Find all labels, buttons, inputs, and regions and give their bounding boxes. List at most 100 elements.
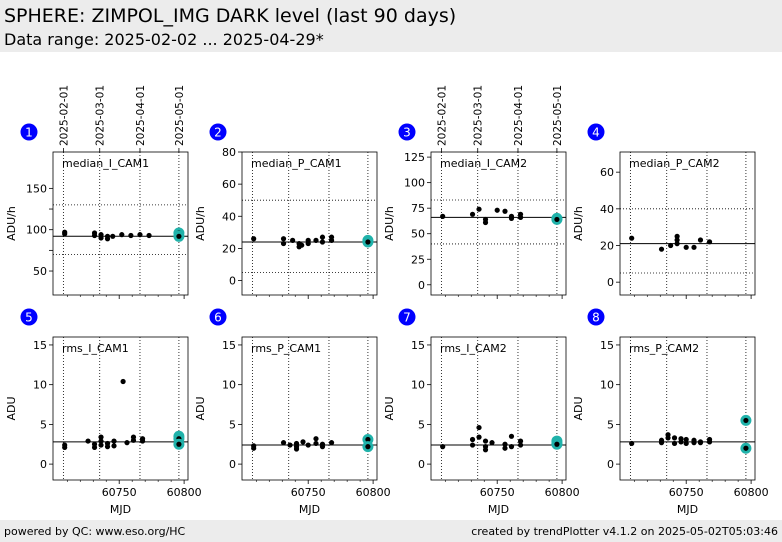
panel-number: 6 <box>214 311 222 325</box>
data-point <box>668 242 674 249</box>
data-point <box>706 439 713 445</box>
data-point <box>489 440 495 446</box>
panel-number: 2 <box>214 126 222 140</box>
data-point <box>691 440 697 446</box>
y-tick-label: 40 <box>600 203 614 216</box>
panel-number: 5 <box>25 311 33 325</box>
y-tick-label: 100 <box>26 224 47 237</box>
data-point <box>176 441 182 447</box>
y-tick-label: 50 <box>411 228 425 241</box>
data-point <box>658 440 665 446</box>
date-tick-label: 2025-02-01 <box>58 85 70 146</box>
data-point <box>365 239 371 245</box>
data-point <box>469 211 476 217</box>
data-point <box>280 240 287 247</box>
panel-badge <box>398 123 416 141</box>
plot-frame <box>619 336 756 481</box>
data-point <box>130 437 137 443</box>
date-tick-label: 2025-03-01 <box>95 85 107 146</box>
data-point <box>280 236 287 242</box>
data-point <box>554 216 560 223</box>
panel-3: 3 0 25 50 75 100 125 2025-02-01 2025-03-01 2025-0… <box>383 85 567 299</box>
page-title: SPHERE: ZIMPOL_IMG DARK level (last 90 d… <box>4 5 457 27</box>
y-tick-label: 5 <box>607 418 614 431</box>
y-axis-label: ADU/h <box>194 206 207 241</box>
panel-title: rms_I_CAM2 <box>440 342 507 355</box>
plot-frame <box>241 151 378 296</box>
y-tick-label: 10 <box>600 379 614 392</box>
data-point <box>146 232 152 239</box>
y-tick-label: 0 <box>607 458 614 471</box>
data-point <box>482 447 489 453</box>
y-tick-label: 150 <box>26 182 47 195</box>
data-point <box>554 441 560 447</box>
y-tick-label: 5 <box>40 418 47 431</box>
data-point <box>476 206 482 212</box>
data-point <box>62 444 68 451</box>
panel-badge <box>20 123 38 141</box>
plot-frame <box>52 151 189 296</box>
y-tick-label: 15 <box>600 339 614 352</box>
panel-title: rms_P_CAM2 <box>629 342 699 355</box>
data-point <box>658 246 665 252</box>
x-tick-label: 60800 <box>167 486 202 499</box>
y-tick-label: 50 <box>33 265 47 278</box>
data-point <box>104 236 111 242</box>
footer-created: created by trendPlotter v4.1.2 on 2025-0… <box>471 525 778 538</box>
y-tick-label: 75 <box>411 202 425 215</box>
panel-5: 5 0 5 10 15 60750 60800 rms_I_CAM1 ADU MJD <box>5 308 202 516</box>
data-point <box>290 237 296 243</box>
panel-badge <box>20 308 38 326</box>
data-point <box>508 444 515 450</box>
data-point <box>440 444 446 450</box>
panel-number: 4 <box>592 126 600 140</box>
y-tick-label: 60 <box>600 166 614 179</box>
header-bar: SPHERE: ZIMPOL_IMG DARK level (last 90 d… <box>0 0 782 52</box>
plot-frame <box>430 336 567 481</box>
plot-frame <box>241 336 378 481</box>
data-point <box>671 435 678 441</box>
data-point <box>476 424 482 431</box>
data-point <box>300 439 306 445</box>
data-point <box>124 440 130 446</box>
data-point <box>98 235 104 241</box>
y-tick-label: 5 <box>418 418 425 431</box>
y-tick-label: 0 <box>40 458 47 471</box>
data-point <box>365 444 371 450</box>
date-tick-label: 2025-02-01 <box>436 85 448 146</box>
y-axis-label: ADU <box>572 396 585 420</box>
y-tick-label: 25 <box>411 253 425 266</box>
panel-number: 8 <box>592 311 600 325</box>
data-point <box>674 233 680 239</box>
data-point <box>91 444 98 451</box>
data-point <box>683 440 689 447</box>
plot-frame <box>52 336 189 481</box>
data-point <box>502 445 508 451</box>
y-axis-label: ADU <box>194 396 207 420</box>
y-tick-label: 5 <box>229 418 236 431</box>
data-point <box>328 237 335 243</box>
y-tick-label: 0 <box>418 279 425 292</box>
data-point <box>111 438 117 444</box>
data-point <box>683 436 689 443</box>
data-point <box>328 440 335 446</box>
panel-title: rms_I_CAM1 <box>62 342 129 355</box>
date-tick-label: 2025-04-01 <box>513 85 525 146</box>
date-tick-label: 2025-03-01 <box>473 85 485 146</box>
panel-6: 6 0 5 10 15 60750 60800 rms_P_CAM1 ADU MJD <box>194 308 391 516</box>
x-axis-label: MJD <box>110 503 131 516</box>
data-point <box>743 417 749 424</box>
y-tick-label: 20 <box>600 240 614 253</box>
y-tick-label: 80 <box>222 146 236 159</box>
data-point <box>104 444 111 450</box>
y-tick-label: 0 <box>418 458 425 471</box>
y-axis-label: ADU <box>383 396 396 420</box>
data-point <box>502 441 508 447</box>
panel-number: 1 <box>25 126 33 140</box>
date-tick-label: 2025-05-01 <box>174 85 186 146</box>
data-point <box>697 440 704 446</box>
y-tick-label: 0 <box>607 276 614 289</box>
y-tick-label: 10 <box>33 379 47 392</box>
